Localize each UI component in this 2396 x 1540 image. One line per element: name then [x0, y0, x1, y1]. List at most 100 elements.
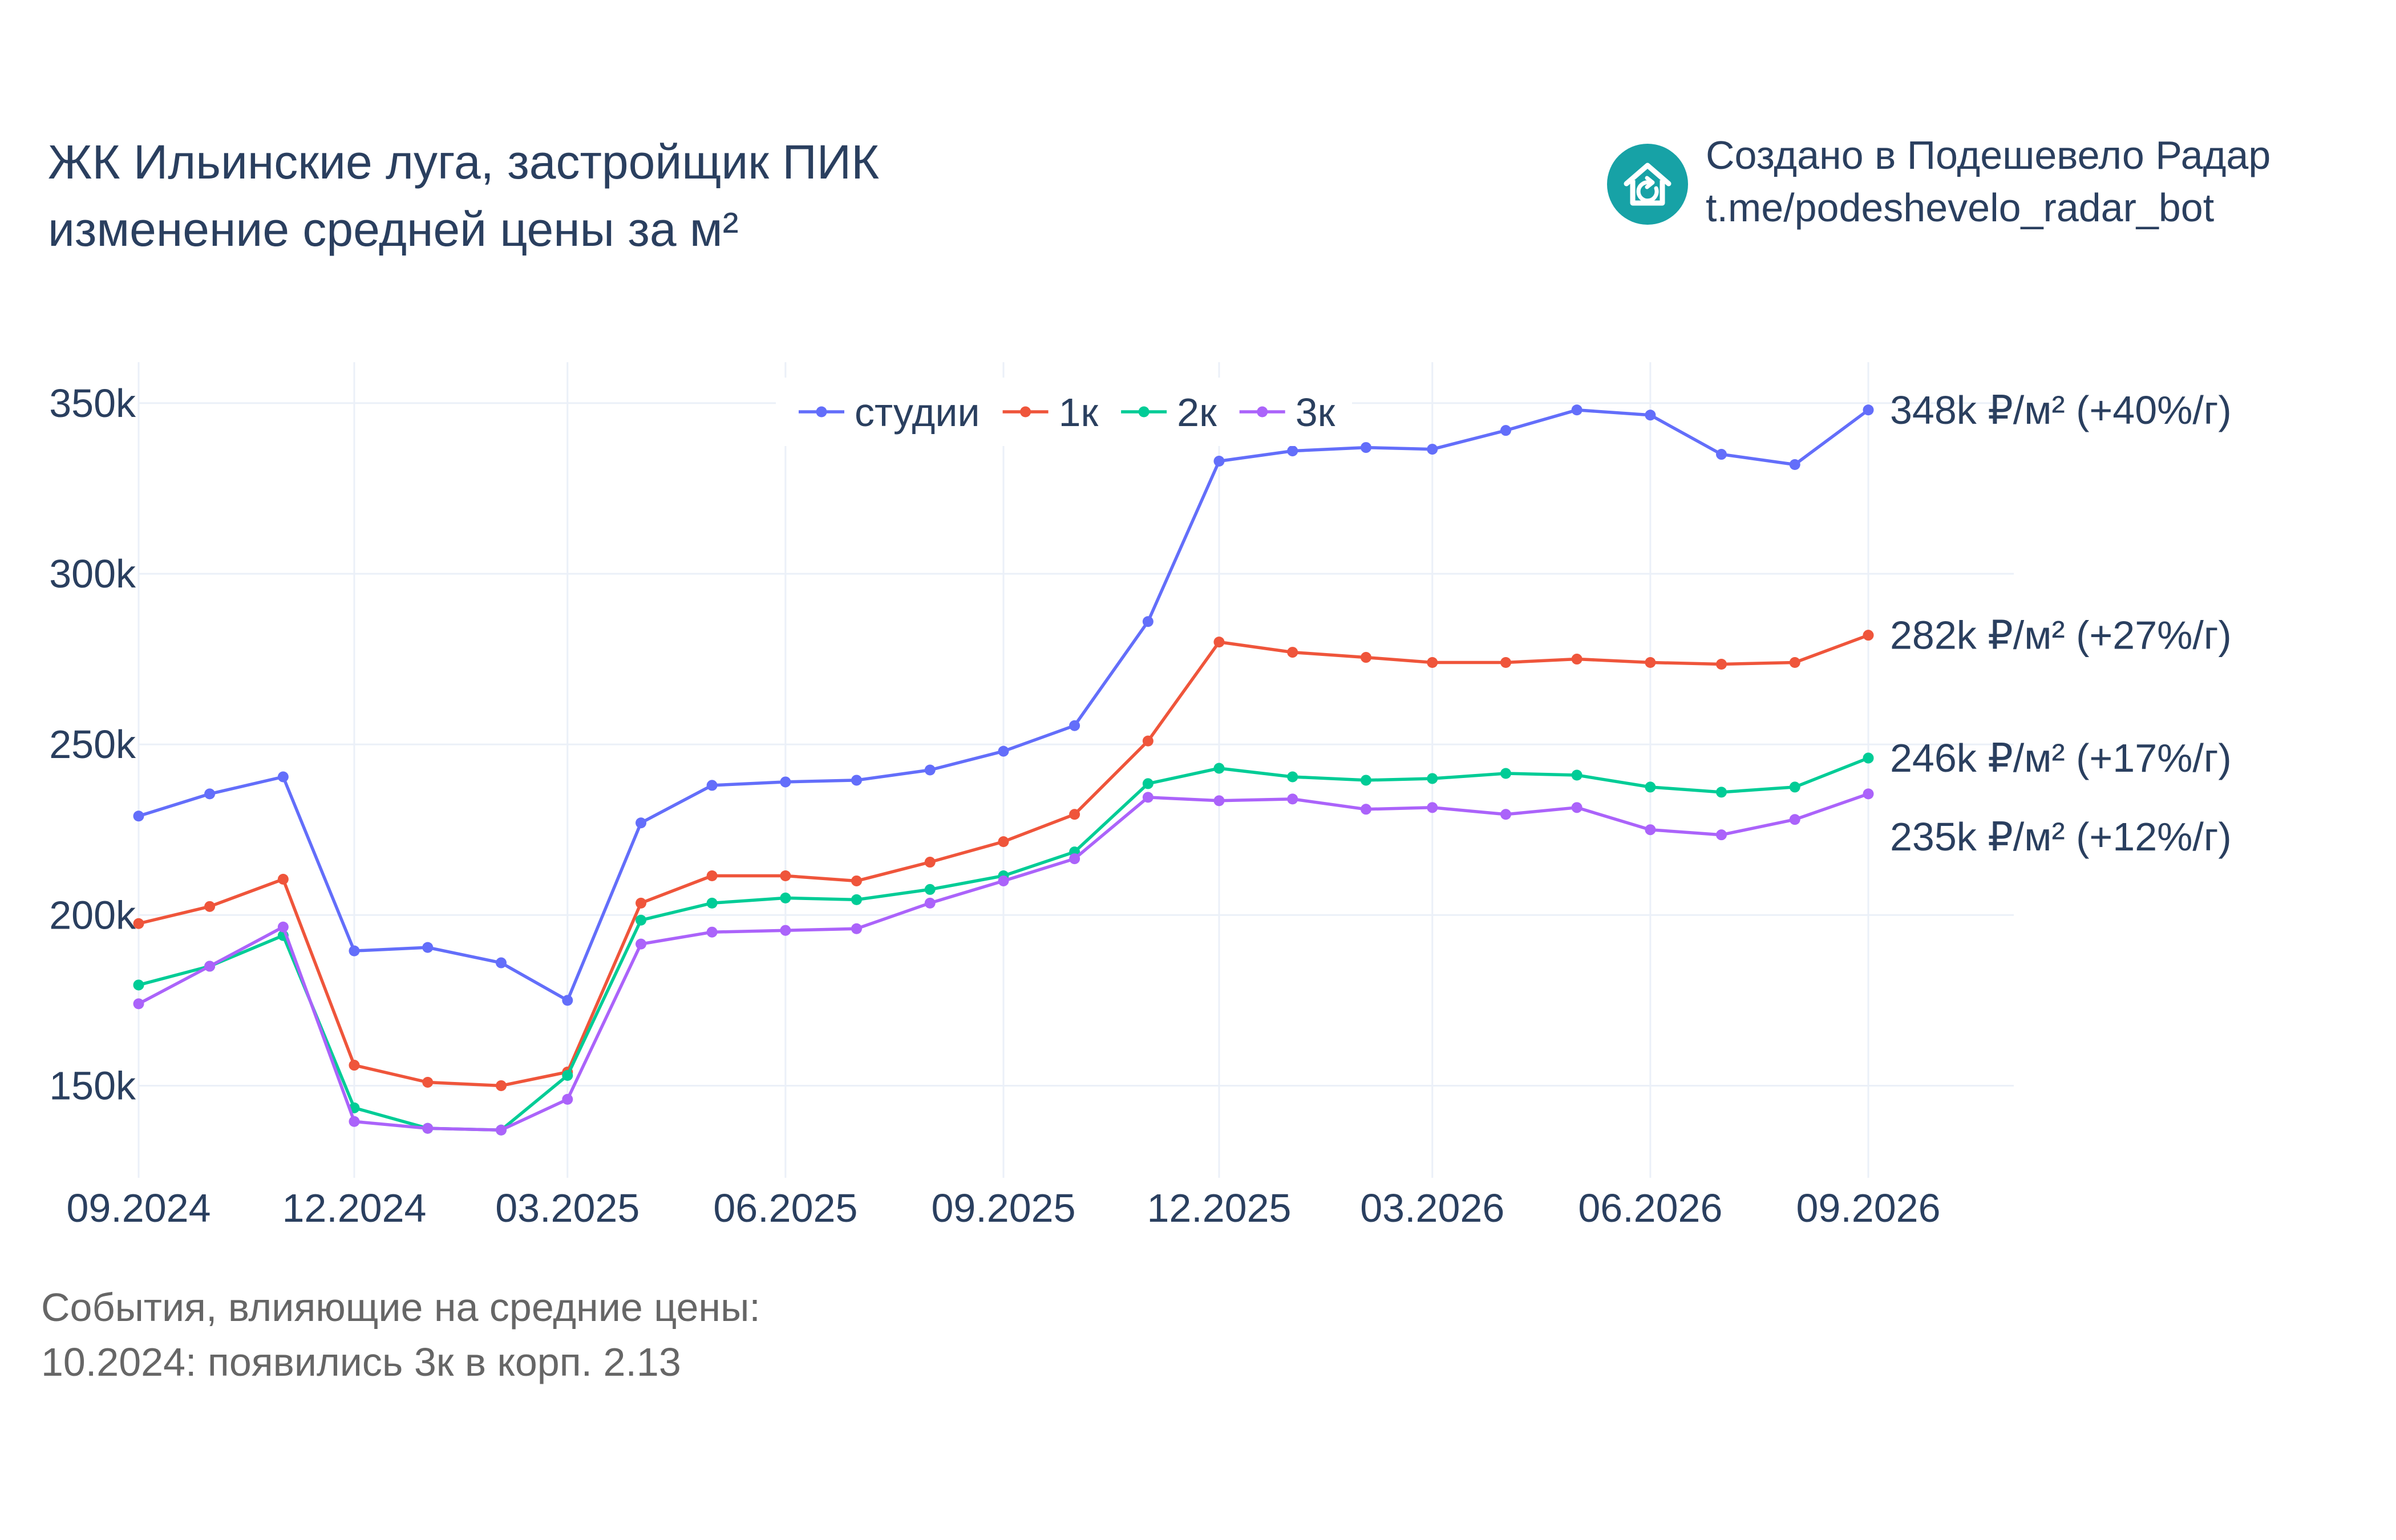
- data-point: [1427, 802, 1438, 813]
- data-point: [998, 875, 1009, 886]
- data-point: [1427, 657, 1438, 668]
- data-point: [495, 1080, 507, 1091]
- data-point: [1500, 657, 1512, 668]
- legend: студии 1к 2к 3к: [776, 378, 1352, 446]
- data-point: [636, 817, 647, 829]
- data-point: [1360, 442, 1371, 453]
- axes: 150k 200k 250k 300k 350k 09.2024 12.2024 03.202…: [49, 381, 1940, 1230]
- x-tick-label: 09.2025: [931, 1186, 1075, 1230]
- legend-marker: [1020, 406, 1031, 418]
- data-point: [851, 894, 862, 905]
- data-point: [636, 938, 647, 950]
- data-point: [1715, 829, 1727, 841]
- data-point: [1427, 444, 1438, 455]
- data-point: [1069, 853, 1080, 865]
- data-point: [1287, 793, 1298, 805]
- data-point: [924, 764, 936, 776]
- y-tick-label: 250k: [49, 722, 136, 767]
- data-point: [495, 1124, 507, 1136]
- data-point: [133, 918, 144, 929]
- y-tick-label: 150k: [49, 1063, 136, 1108]
- data-point: [1715, 787, 1727, 798]
- data-point: [1789, 459, 1800, 470]
- data-point: [1645, 410, 1656, 421]
- data-point: [706, 780, 718, 791]
- data-point: [636, 897, 647, 909]
- data-point: [1571, 404, 1583, 416]
- x-tick-label: 06.2025: [713, 1186, 857, 1230]
- data-point: [1863, 752, 1874, 764]
- data-point: [277, 921, 289, 933]
- chart-subtitle: изменение средней цены за м²: [48, 202, 739, 256]
- data-point: [1287, 647, 1298, 658]
- data-point: [851, 923, 862, 934]
- data-point: [133, 810, 144, 822]
- logo-icon: [1607, 144, 1688, 225]
- data-point: [1645, 781, 1656, 793]
- data-point: [780, 776, 791, 788]
- data-point: [1213, 456, 1225, 467]
- data-point: [349, 945, 360, 957]
- data-point: [706, 926, 718, 938]
- data-point: [1287, 445, 1298, 457]
- data-point: [851, 875, 862, 886]
- x-tick-label: 12.2025: [1147, 1186, 1291, 1230]
- x-tick-label: 03.2026: [1360, 1186, 1504, 1230]
- end-label: 282k ₽/м² (+27%/г): [1890, 613, 2232, 658]
- data-point: [1360, 775, 1371, 786]
- data-point: [1789, 814, 1800, 825]
- data-point: [133, 998, 144, 1010]
- data-point: [1789, 781, 1800, 793]
- series-lines: [133, 404, 1874, 1136]
- data-point: [851, 775, 862, 786]
- end-label: 348k ₽/м² (+40%/г): [1890, 388, 2232, 432]
- data-point: [924, 857, 936, 868]
- data-point: [636, 914, 647, 926]
- data-point: [1142, 792, 1154, 803]
- data-point: [1715, 659, 1727, 670]
- data-point: [1645, 824, 1656, 836]
- data-point: [495, 957, 507, 968]
- data-point: [1715, 449, 1727, 460]
- data-point: [1863, 788, 1874, 800]
- data-point: [204, 961, 216, 972]
- data-point: [1360, 804, 1371, 815]
- data-point: [1427, 773, 1438, 784]
- data-point: [1142, 735, 1154, 747]
- data-point: [1500, 425, 1512, 436]
- data-point: [562, 1093, 573, 1105]
- data-point: [204, 788, 216, 800]
- data-point: [780, 892, 791, 903]
- credit-line-1: Создано в Подешевело Радар: [1706, 133, 2271, 177]
- data-point: [562, 995, 573, 1006]
- end-label: 246k ₽/м² (+17%/г): [1890, 736, 2232, 780]
- x-tick-label: 06.2026: [1578, 1186, 1722, 1230]
- x-tick-label: 09.2026: [1796, 1186, 1940, 1230]
- legend-label: студии: [855, 390, 980, 435]
- x-tick-label: 09.2024: [66, 1186, 211, 1230]
- data-point: [780, 870, 791, 881]
- data-point: [422, 1122, 434, 1134]
- x-tick-label: 12.2024: [282, 1186, 426, 1230]
- grid: [137, 362, 2014, 1178]
- credit-link[interactable]: t.me/podeshevelo_radar_bot: [1706, 185, 2215, 230]
- data-point: [1571, 654, 1583, 665]
- end-labels: 348k ₽/м² (+40%/г) 282k ₽/м² (+27%/г) 246k…: [1890, 388, 2232, 859]
- chart-title: ЖК Ильинские луга, застройщик ПИК: [48, 135, 880, 189]
- legend-marker: [1138, 406, 1150, 418]
- data-point: [1500, 809, 1512, 820]
- data-point: [277, 873, 289, 885]
- data-point: [204, 901, 216, 912]
- legend-label: 2к: [1177, 390, 1217, 435]
- data-point: [998, 836, 1009, 848]
- data-point: [1142, 778, 1154, 789]
- data-point: [924, 897, 936, 909]
- data-point: [133, 979, 144, 991]
- data-point: [1213, 763, 1225, 774]
- data-point: [706, 870, 718, 881]
- data-point: [1645, 657, 1656, 668]
- data-point: [1360, 652, 1371, 663]
- data-point: [1500, 768, 1512, 779]
- data-point: [1863, 404, 1874, 416]
